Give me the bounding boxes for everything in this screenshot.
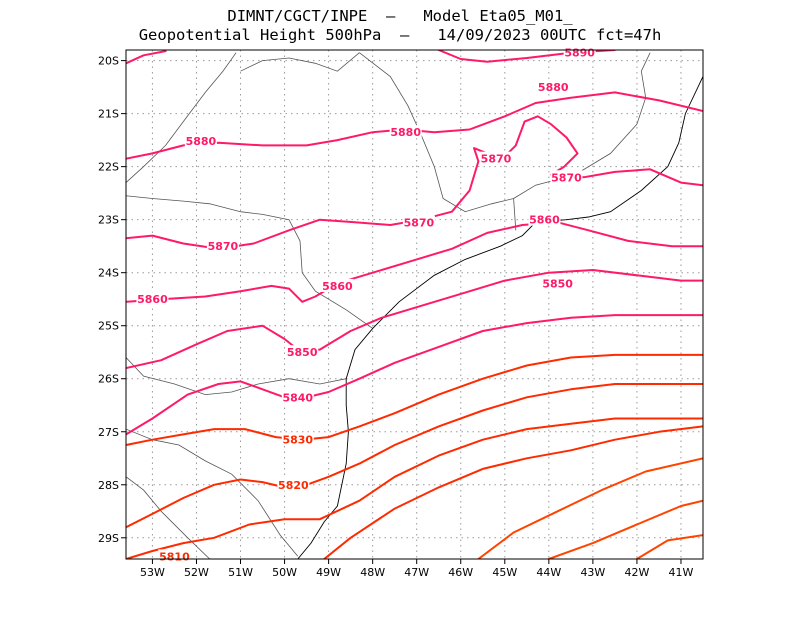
tick-label-lon: 52W — [184, 566, 209, 579]
contour-label-bg — [550, 170, 583, 184]
contour-label-bg — [528, 212, 561, 226]
state-border — [359, 52, 514, 213]
tick-label-lon: 50W — [272, 566, 297, 579]
state-border — [126, 357, 347, 396]
contour-labels: 5890 5880 5880 5880 5870 5870 5870 5870 5860 5860… — [136, 45, 596, 563]
contour-line-5780 — [547, 499, 703, 559]
contour-label-5860: 5860 — [137, 293, 168, 306]
contour-label-bg — [281, 390, 314, 404]
state-border — [126, 52, 237, 183]
contour-label-bg — [136, 292, 169, 306]
state-border — [126, 428, 299, 557]
contour-label-5870: 5870 — [481, 153, 512, 166]
tick-label-lat: 26S — [98, 373, 119, 386]
contour-line-5890 — [126, 50, 167, 65]
tick-label-lon: 42W — [624, 566, 649, 579]
tick-label-lon: 41W — [669, 566, 694, 579]
contour-line-5830 — [126, 353, 703, 446]
tick-label-lat: 28S — [98, 479, 119, 492]
tick-label-lon: 48W — [360, 566, 385, 579]
contour-label-bg — [389, 125, 422, 139]
contour-label-5870: 5870 — [551, 171, 582, 184]
plot-frame — [125, 49, 704, 560]
contour-line-5790 — [477, 457, 703, 559]
tick-label-lon: 53W — [140, 566, 165, 579]
tick-label-lon: 47W — [404, 566, 429, 579]
contour-label-bg — [479, 151, 512, 165]
contour-label-bg — [537, 80, 570, 94]
contour-label-5870: 5870 — [404, 216, 435, 229]
tick-label-lat: 25S — [98, 320, 119, 333]
contour-label-5880: 5880 — [538, 81, 569, 94]
contour-label-5860: 5860 — [322, 280, 353, 293]
contour-line-5820 — [126, 383, 703, 529]
state-border — [513, 52, 651, 199]
state-border — [126, 195, 373, 329]
chart-title-line2: Geopotential Height 500hPa – 14/09/2023 … — [138, 26, 662, 44]
tick-label-lat: 27S — [98, 426, 119, 439]
contour-label-5840: 5840 — [282, 391, 313, 404]
tick-label-lon: 44W — [536, 566, 561, 579]
state-border — [126, 476, 210, 559]
contour-label-bg — [184, 134, 217, 148]
tick-label-lat: 29S — [98, 532, 119, 545]
contour-label-5880: 5880 — [186, 135, 217, 148]
contour-line-5840 — [126, 314, 703, 436]
axis-ticks: 53W 52W 51W 50W 49W 48W 47W 46W 45W 44W 43W 42W 41W 2… — [98, 55, 694, 579]
contour-label-5850: 5850 — [287, 346, 318, 359]
contour-line-5770 — [635, 534, 703, 559]
contour-label-bg — [541, 276, 574, 290]
contour-label-bg — [281, 432, 314, 446]
contour-label-bg — [206, 239, 239, 253]
tick-label-lon: 51W — [228, 566, 253, 579]
tick-label-lon: 45W — [492, 566, 517, 579]
contour-line-5850 — [126, 269, 703, 370]
contour-label-5870: 5870 — [208, 240, 239, 253]
contour-label-5860: 5860 — [529, 214, 560, 227]
state-border — [240, 52, 360, 72]
tick-label-lat: 22S — [98, 161, 119, 174]
state-border — [513, 198, 517, 231]
contour-label-5830: 5830 — [282, 434, 313, 447]
chart-title-line1: DIMNT/CGCT/INPE – Model Eta05_M01_ — [227, 7, 573, 25]
contour-label-bg — [563, 45, 596, 59]
tick-label-lon: 46W — [448, 566, 473, 579]
tick-label-lon: 49W — [316, 566, 341, 579]
contour-label-5810: 5810 — [159, 550, 190, 563]
contour-label-5890: 5890 — [564, 47, 595, 60]
tick-label-lat: 20S — [98, 55, 119, 68]
tick-label-lat: 23S — [98, 214, 119, 227]
contour-label-bg — [277, 477, 310, 491]
contour-label-5850: 5850 — [542, 277, 573, 290]
contour-line-5800 — [323, 425, 703, 559]
contour-label-5820: 5820 — [278, 479, 309, 492]
tick-label-lat: 21S — [98, 108, 119, 121]
tick-label-lat: 24S — [98, 267, 119, 280]
contour-label-bg — [286, 345, 319, 359]
contour-label-bg — [402, 215, 435, 229]
contour-line-5860 — [126, 221, 703, 303]
grid-lines — [126, 50, 703, 559]
contour-line-5810 — [126, 417, 703, 559]
contour-label-5880: 5880 — [390, 126, 421, 139]
contour-label-bg — [321, 278, 354, 292]
tick-label-lon: 43W — [580, 566, 605, 579]
coastline — [297, 76, 703, 559]
